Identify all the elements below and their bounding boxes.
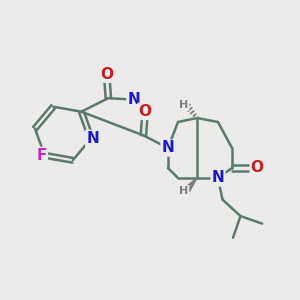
Text: N: N xyxy=(162,140,174,155)
Text: F: F xyxy=(37,148,47,163)
Text: O: O xyxy=(138,104,152,119)
Text: O: O xyxy=(251,160,264,175)
Text: N: N xyxy=(212,170,224,185)
Text: N: N xyxy=(86,131,99,146)
Text: N: N xyxy=(128,92,140,107)
Text: H: H xyxy=(179,186,188,196)
Text: H: H xyxy=(179,100,188,110)
Polygon shape xyxy=(185,178,197,191)
Text: O: O xyxy=(100,67,113,82)
